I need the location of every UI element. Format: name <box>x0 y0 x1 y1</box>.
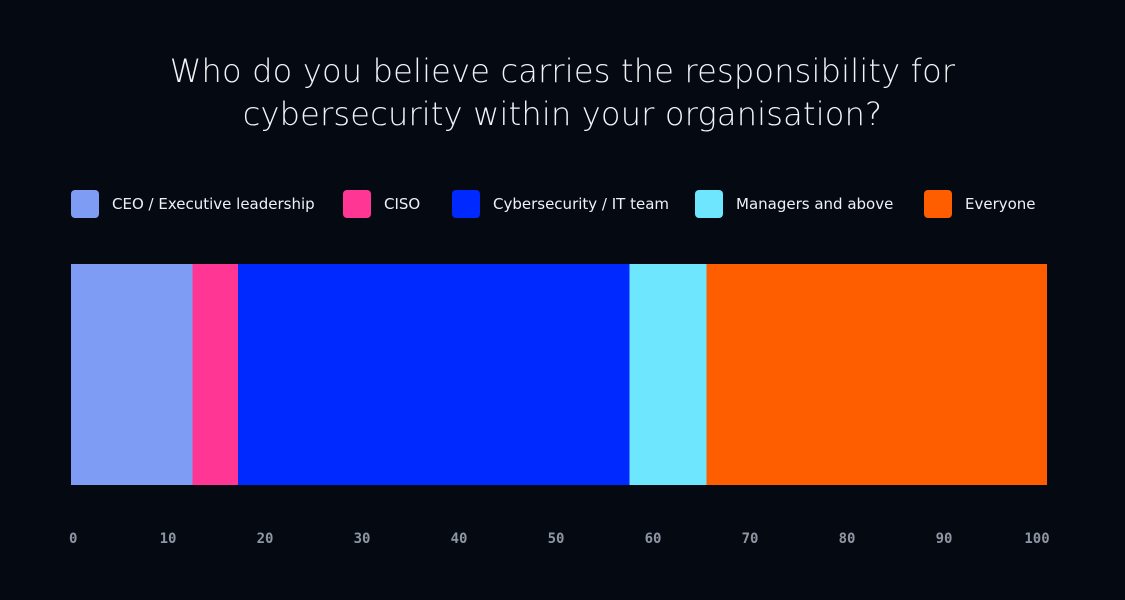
x-tick-label-0: 0 <box>69 531 77 547</box>
legend-label-everyone: Everyone <box>965 195 1036 213</box>
legend-item-managers-and-above: Managers and above <box>695 188 893 220</box>
legend-swatch-ciso <box>343 190 371 218</box>
bar-segment-everyone <box>706 264 1047 485</box>
legend-swatch-managers-and-above <box>695 190 723 218</box>
legend-item-cybersecurity-it-team: Cybersecurity / IT team <box>452 188 669 220</box>
bar-segments <box>71 264 1047 485</box>
x-tick-label-50: 50 <box>548 531 565 547</box>
legend-item-everyone: Everyone <box>924 188 1036 220</box>
legend-swatch-cybersecurity-it-team <box>452 190 480 218</box>
legend-label-ciso: CISO <box>384 195 421 213</box>
chart-title-line-1: Who do you believe carries the responsib… <box>169 52 956 90</box>
chart-legend: CEO / Executive leadership CISO Cybersec… <box>0 188 1125 220</box>
legend-label-cybersecurity-it-team: Cybersecurity / IT team <box>493 195 670 213</box>
x-tick-label-80: 80 <box>839 531 856 547</box>
x-tick-label-100: 100 <box>1024 531 1049 547</box>
chart-title-line-2: cybersecurity within your organisation? <box>242 95 883 133</box>
x-tick-label-60: 60 <box>645 531 662 547</box>
x-tick-label-70: 70 <box>742 531 759 547</box>
legend-item-ciso: CISO <box>343 188 420 220</box>
chart-title: Who do you believe carries the responsib… <box>0 50 1125 136</box>
bar-segment-ceo-executive-leadership <box>71 264 193 485</box>
x-tick-label-90: 90 <box>936 531 953 547</box>
x-tick-label-30: 30 <box>354 531 371 547</box>
bar-segment-cybersecurity-it-team <box>237 264 630 485</box>
bar-segment-ciso <box>192 264 238 485</box>
x-tick-label-40: 40 <box>451 531 468 547</box>
legend-swatch-everyone <box>924 190 952 218</box>
legend-swatch-ceo <box>71 190 99 218</box>
legend-label-managers-and-above: Managers and above <box>736 195 894 213</box>
x-tick-label-10: 10 <box>160 531 177 547</box>
x-axis-ticks: 0 10 20 30 40 50 60 70 80 90 100 <box>69 531 1050 547</box>
legend-item-ceo: CEO / Executive leadership <box>71 188 315 220</box>
bar-segment-managers-and-above <box>629 264 707 485</box>
x-tick-label-20: 20 <box>257 531 274 547</box>
legend-label-ceo: CEO / Executive leadership <box>112 195 315 213</box>
